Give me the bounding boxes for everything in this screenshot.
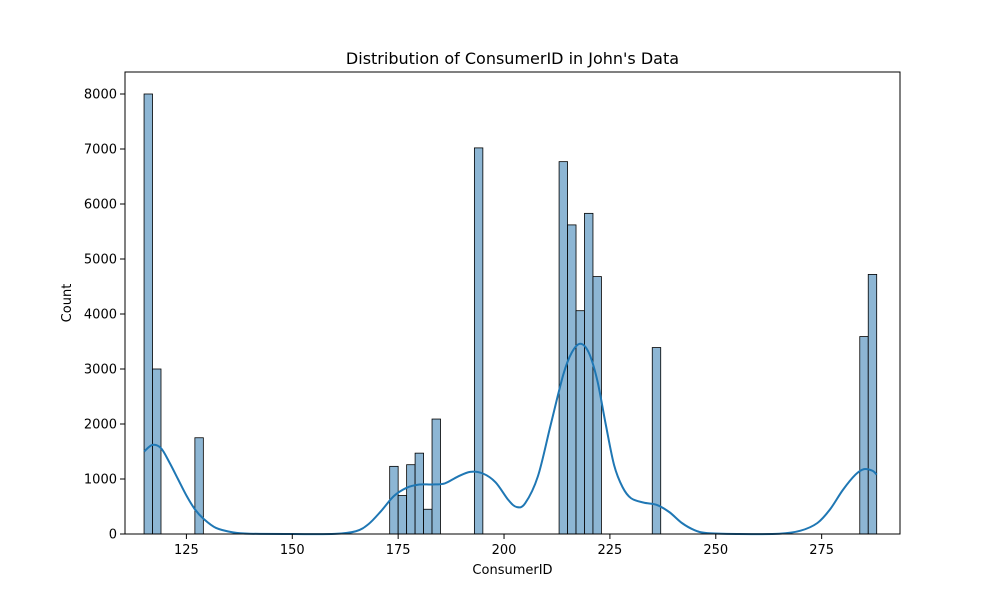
histogram-bar	[397, 495, 408, 535]
x-tick-label: 150	[280, 543, 305, 558]
histogram-bar	[567, 224, 577, 535]
y-tick-label: 5000	[84, 253, 117, 268]
x-tick-label: 200	[492, 543, 517, 558]
histogram-bar	[414, 452, 424, 535]
y-axis: 0 1000 2000 3000 4000 5000 6000 7000 8000	[84, 88, 125, 543]
histogram-bar	[143, 93, 153, 535]
y-tick-label: 2000	[84, 418, 117, 433]
y-tick-label: 3000	[84, 363, 117, 378]
x-tick-label: 175	[386, 543, 411, 558]
x-axis-label: ConsumerID	[472, 563, 552, 578]
histogram-bar	[558, 161, 568, 535]
plot-frame	[124, 71, 901, 535]
histogram-bar	[423, 508, 433, 535]
y-tick-label: 0	[109, 528, 117, 543]
y-axis-label: Count	[60, 284, 75, 323]
x-axis: 125 150 175 200 225 250 275	[174, 534, 834, 558]
y-tick-label: 8000	[84, 88, 117, 103]
histogram-bar	[152, 368, 162, 535]
x-tick-label: 225	[597, 543, 622, 558]
histogram-bar	[473, 147, 484, 535]
histogram-bar	[859, 336, 869, 535]
histogram-bar	[584, 212, 594, 535]
bars-group	[143, 93, 878, 535]
y-tick-label: 6000	[84, 198, 117, 213]
y-tick-label: 7000	[84, 143, 117, 158]
histogram-bar	[194, 437, 204, 535]
x-tick-label: 125	[174, 543, 199, 558]
y-tick-label: 1000	[84, 473, 117, 488]
histogram-bar	[867, 273, 878, 535]
histogram-bar	[406, 464, 416, 535]
kde-line	[143, 342, 878, 536]
x-tick-label: 250	[703, 543, 728, 558]
x-tick-label: 275	[809, 543, 834, 558]
histogram-bar	[431, 418, 441, 535]
chart-title: Distribution of ConsumerID in John's Dat…	[346, 49, 679, 68]
histogram-bar	[592, 276, 602, 535]
y-tick-label: 4000	[84, 308, 117, 323]
